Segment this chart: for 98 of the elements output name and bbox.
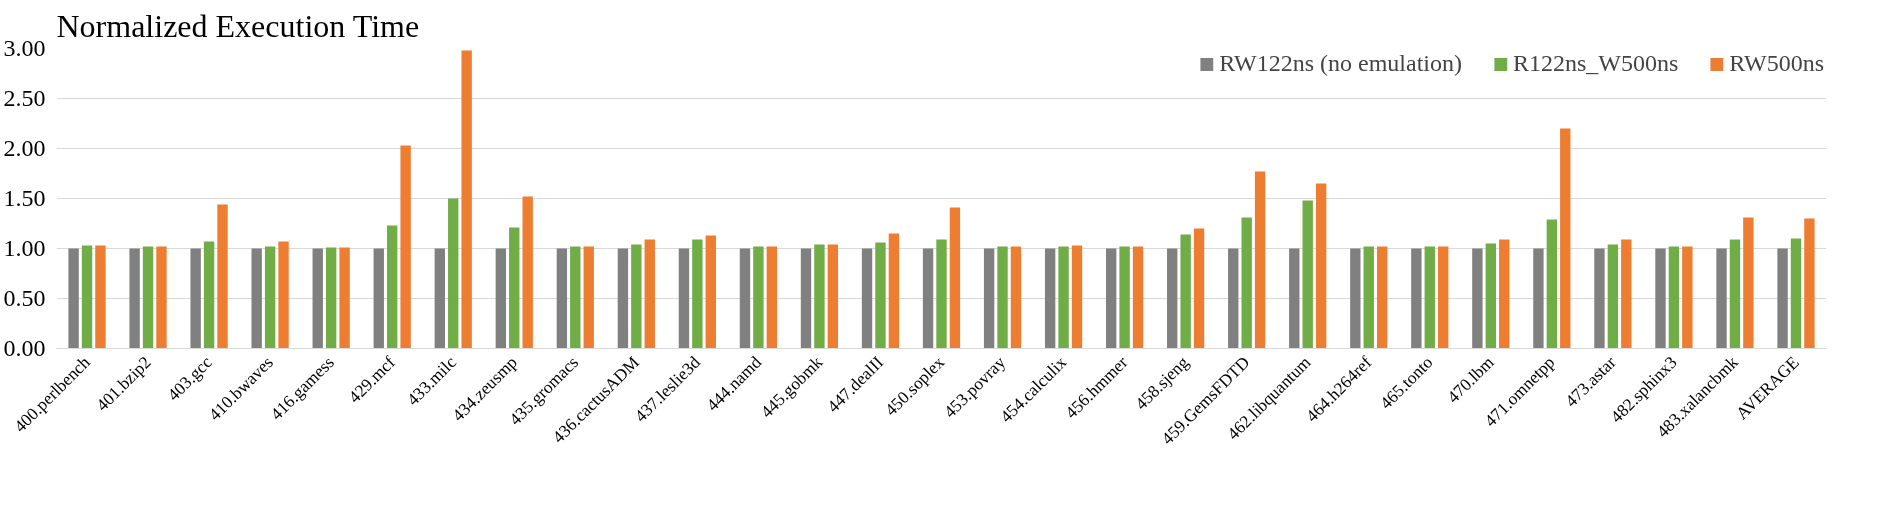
bar <box>631 244 642 349</box>
bar <box>264 246 276 349</box>
bar <box>997 246 1008 349</box>
bar <box>983 248 995 349</box>
legend-label: R122ns_W500ns <box>1512 50 1679 77</box>
bar <box>1533 248 1544 349</box>
bar <box>400 145 411 349</box>
bar <box>1621 239 1632 349</box>
bar <box>1302 200 1313 349</box>
bar <box>705 235 716 349</box>
y-tick-label: 1.00 <box>3 235 46 261</box>
bar <box>1438 246 1449 349</box>
bar <box>1716 248 1727 349</box>
bar <box>922 248 934 349</box>
bar <box>888 233 900 349</box>
bar <box>68 248 79 349</box>
bar <box>861 248 873 349</box>
bar <box>678 248 690 349</box>
bar <box>522 196 533 349</box>
bar <box>1790 238 1802 349</box>
bar <box>495 248 507 349</box>
bar <box>81 245 93 349</box>
bar <box>217 204 228 349</box>
bar <box>753 246 764 349</box>
bar <box>556 248 568 349</box>
bar <box>461 50 472 349</box>
y-tick-label: 0.00 <box>3 335 46 361</box>
bar <box>1777 248 1788 349</box>
bar <box>692 239 703 349</box>
bar <box>1485 243 1496 349</box>
bar <box>1241 217 1252 349</box>
bar <box>1424 246 1435 349</box>
bar <box>1044 248 1056 349</box>
bar <box>1804 218 1815 349</box>
bar <box>1729 239 1741 349</box>
bar <box>142 246 154 349</box>
bar <box>875 242 886 349</box>
bar <box>190 248 201 349</box>
bar <box>1560 128 1571 349</box>
bar <box>1071 245 1083 349</box>
bar <box>1499 239 1510 349</box>
bar <box>1119 246 1130 349</box>
bar <box>1607 244 1619 349</box>
bar <box>434 248 445 349</box>
bar <box>617 248 629 349</box>
bar <box>1105 248 1117 349</box>
bar <box>800 248 812 349</box>
bar <box>1743 217 1754 349</box>
legend-label: RW122ns (no emulation) <box>1219 50 1462 77</box>
bar <box>583 246 594 349</box>
bar <box>325 247 337 349</box>
bar <box>387 225 398 349</box>
bar <box>766 246 778 349</box>
bar <box>129 248 140 349</box>
bar <box>251 248 262 349</box>
bar <box>1472 248 1483 349</box>
bar <box>1289 248 1300 349</box>
bar <box>1594 248 1605 349</box>
chart-title: Normalized Execution Time <box>56 7 420 44</box>
bar <box>1350 248 1361 349</box>
y-tick-label: 2.00 <box>3 135 46 161</box>
bar <box>1254 171 1266 349</box>
bar <box>203 241 215 349</box>
bar <box>1668 246 1680 349</box>
bar <box>739 248 751 349</box>
bar <box>373 248 384 349</box>
bar <box>644 239 655 349</box>
bar <box>936 239 947 349</box>
y-tick-label: 1.50 <box>3 185 46 211</box>
bar <box>312 248 323 349</box>
bar <box>1411 248 1422 349</box>
y-tick-label: 0.50 <box>3 285 46 311</box>
bar <box>339 247 350 349</box>
bar <box>1315 183 1327 349</box>
bar <box>1058 246 1069 349</box>
bar <box>448 198 459 349</box>
bar <box>1655 248 1666 349</box>
bar <box>949 207 961 349</box>
bar <box>1363 246 1374 349</box>
bar <box>1682 246 1693 349</box>
bar <box>278 241 289 349</box>
bar <box>95 245 106 349</box>
bar <box>1132 246 1144 349</box>
y-tick-label: 3.00 <box>3 35 46 61</box>
bar <box>1193 228 1205 349</box>
bar <box>156 246 167 349</box>
bar <box>570 246 581 349</box>
bar <box>509 227 520 349</box>
bar <box>1228 248 1239 349</box>
y-tick-label: 2.50 <box>3 85 46 111</box>
bar <box>1010 246 1022 349</box>
bar <box>1376 246 1388 349</box>
bar <box>827 244 839 349</box>
bar <box>1180 234 1191 349</box>
bar <box>814 244 825 349</box>
legend-label: RW500ns <box>1729 50 1824 77</box>
bar <box>1546 219 1558 349</box>
bar <box>1167 248 1178 349</box>
